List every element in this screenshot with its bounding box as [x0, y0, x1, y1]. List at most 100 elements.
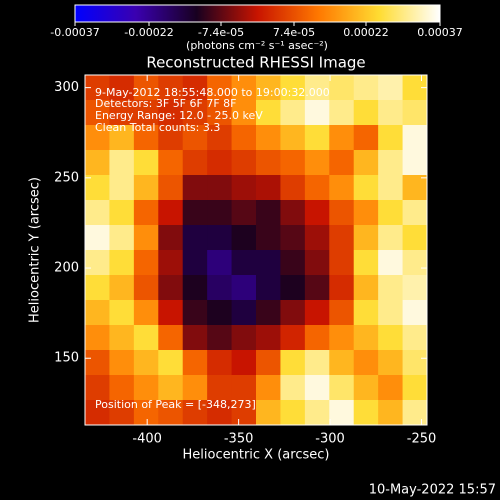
cell — [280, 150, 306, 176]
cell — [109, 75, 135, 101]
cell — [280, 200, 306, 226]
cell — [133, 100, 159, 126]
y-tick-label: 250 — [54, 170, 79, 185]
cell — [353, 225, 379, 251]
cell — [158, 200, 184, 226]
cell — [182, 300, 208, 326]
cell — [133, 375, 159, 401]
cell — [85, 175, 110, 201]
cell — [378, 125, 404, 151]
cell — [353, 200, 379, 226]
cell — [182, 150, 208, 176]
cell — [378, 400, 404, 426]
cell — [353, 350, 379, 376]
cell — [182, 400, 208, 426]
cell — [109, 325, 135, 351]
cell — [207, 75, 233, 101]
cell — [378, 225, 404, 251]
cell — [231, 400, 257, 426]
cell — [329, 175, 355, 201]
cell — [109, 375, 135, 401]
colorbar-tick-label: -0.00022 — [124, 26, 173, 39]
cell — [402, 125, 428, 151]
cell — [402, 275, 428, 301]
cell — [207, 400, 233, 426]
cell — [109, 400, 135, 426]
colorbar-label: (photons cm⁻² s⁻¹ asec⁻²) — [186, 39, 328, 52]
cell — [231, 250, 257, 276]
cell — [280, 75, 306, 101]
cell — [133, 75, 159, 101]
cell — [402, 175, 428, 201]
cell — [304, 325, 330, 351]
cell — [133, 175, 159, 201]
cell — [231, 325, 257, 351]
cell — [329, 150, 355, 176]
cell — [402, 300, 428, 326]
cell — [182, 275, 208, 301]
cell — [304, 75, 330, 101]
cell — [280, 350, 306, 376]
cell — [256, 250, 281, 276]
colorbar — [74, 4, 441, 23]
cell — [85, 275, 110, 301]
cell — [304, 300, 330, 326]
cell — [353, 400, 379, 426]
cell — [109, 200, 135, 226]
x-tick-label: -300 — [315, 432, 345, 447]
cell — [378, 75, 404, 101]
cell — [378, 275, 404, 301]
cell — [182, 175, 208, 201]
cell — [109, 275, 135, 301]
cell — [256, 150, 281, 176]
cell — [329, 100, 355, 126]
cell — [256, 175, 281, 201]
cell — [231, 275, 257, 301]
cell — [109, 225, 135, 251]
cell — [280, 250, 306, 276]
cell — [378, 350, 404, 376]
cell — [280, 100, 306, 126]
cell — [182, 350, 208, 376]
cell — [280, 400, 306, 426]
cell — [329, 275, 355, 301]
cell — [85, 350, 110, 376]
cell — [182, 75, 208, 101]
cell — [256, 350, 281, 376]
cell — [378, 200, 404, 226]
cell — [85, 125, 110, 151]
cell — [280, 375, 306, 401]
x-tick-label: -350 — [224, 432, 254, 447]
cell — [133, 350, 159, 376]
cell — [207, 300, 233, 326]
y-tick-label: 150 — [54, 351, 79, 366]
cell — [182, 200, 208, 226]
cell — [182, 325, 208, 351]
cell — [133, 200, 159, 226]
cell — [378, 175, 404, 201]
cell — [402, 150, 428, 176]
cell — [353, 325, 379, 351]
cell — [158, 225, 184, 251]
cell — [231, 300, 257, 326]
cell — [329, 400, 355, 426]
cell — [280, 325, 306, 351]
cell — [158, 150, 184, 176]
cell — [231, 150, 257, 176]
cell — [85, 325, 110, 351]
cell — [158, 75, 184, 101]
cell — [109, 350, 135, 376]
cell — [378, 150, 404, 176]
x-tick-label: -400 — [132, 432, 162, 447]
cell — [109, 100, 135, 126]
cell — [329, 300, 355, 326]
cell — [280, 275, 306, 301]
cell — [353, 75, 379, 101]
cell — [85, 225, 110, 251]
y-tick-label: 300 — [54, 80, 79, 95]
cell — [378, 100, 404, 126]
cell — [133, 400, 159, 426]
cell — [109, 150, 135, 176]
cell — [182, 250, 208, 276]
cell — [109, 250, 135, 276]
